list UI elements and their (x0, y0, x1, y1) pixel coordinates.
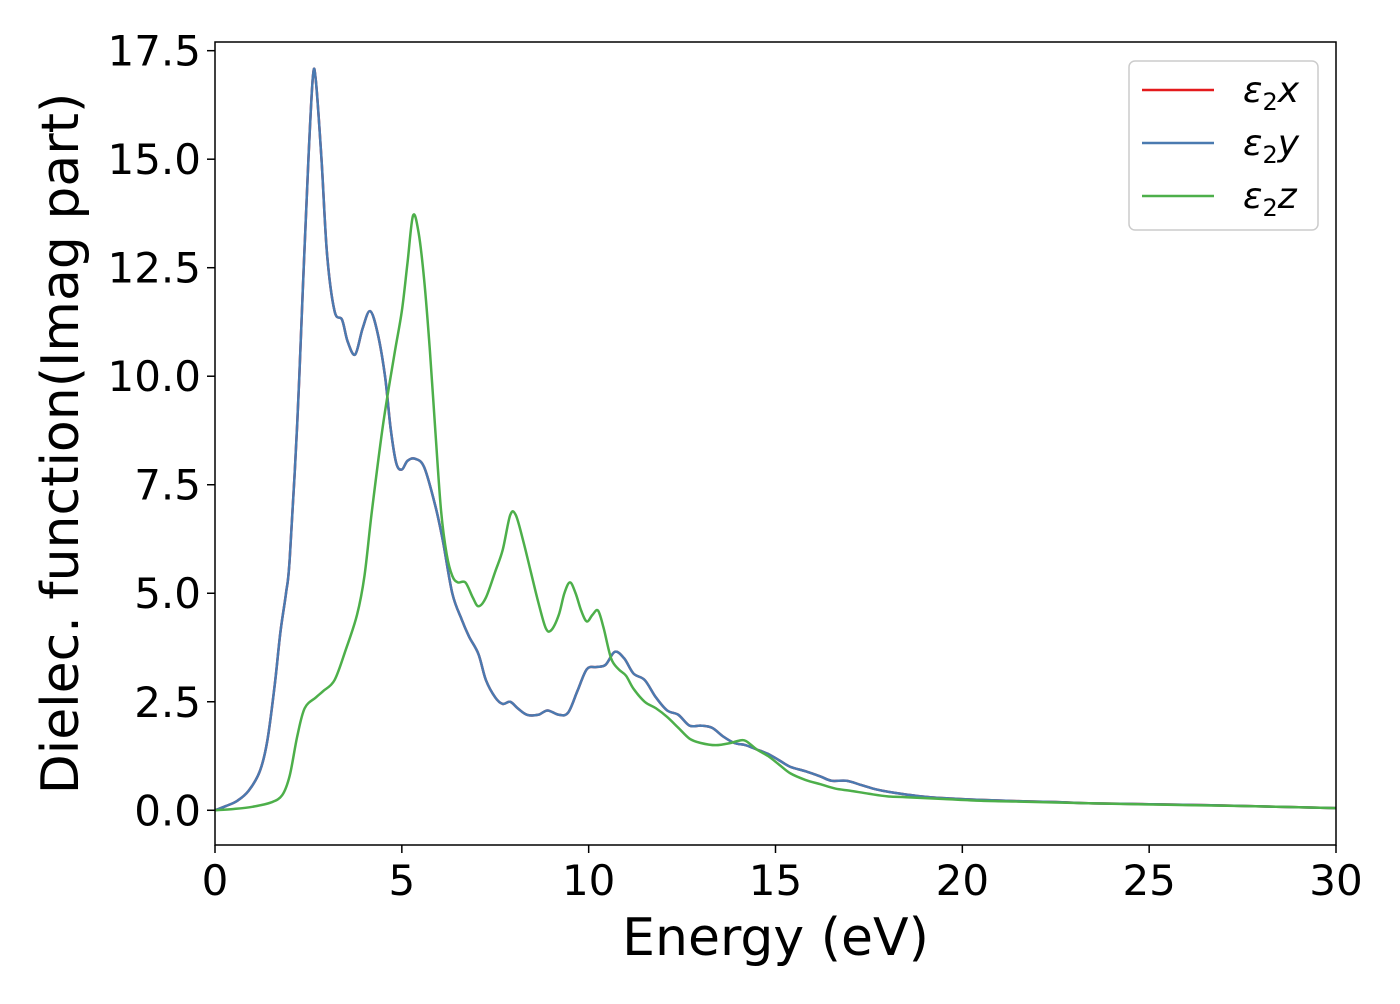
x-axis-ticks: 0 5 10 15 20 25 30 (202, 845, 1363, 905)
y-tick-label: 2.5 (134, 678, 201, 727)
legend-label-z: ε2z (1243, 176, 1298, 222)
legend-label-y: ε2y (1243, 123, 1300, 169)
series-line-z (215, 213, 1336, 812)
plot-lines (215, 67, 1336, 812)
y-tick-label: 0.0 (134, 786, 201, 835)
legend: ε2x ε2y ε2z (1128, 60, 1319, 231)
y-axis-label: Dielec. function(Imag part) (31, 93, 91, 795)
x-tick-label: 5 (388, 856, 415, 905)
plot-frame (214, 41, 1337, 846)
x-tick-label: 0 (202, 856, 229, 905)
y-tick-label: 17.5 (107, 27, 201, 76)
x-tick-label: 15 (749, 856, 802, 905)
y-tick-label: 10.0 (107, 352, 201, 401)
y-tick-label: 5.0 (134, 569, 201, 618)
legend-box (1128, 60, 1319, 231)
y-tick-label: 12.5 (107, 244, 201, 293)
series-line-y (215, 67, 1336, 812)
y-tick-label: 7.5 (134, 461, 201, 510)
x-tick-label: 25 (1122, 856, 1175, 905)
x-tick-label: 30 (1309, 856, 1362, 905)
x-axis-label: Energy (eV) (622, 908, 929, 968)
legend-label-x: ε2x (1243, 70, 1300, 116)
x-tick-label: 20 (936, 856, 989, 905)
y-tick-label: 15.0 (107, 135, 201, 184)
y-axis-ticks: 0.0 2.5 5.0 7.5 10.0 12.5 15.0 17.5 (107, 27, 215, 835)
x-tick-label: 10 (562, 856, 615, 905)
